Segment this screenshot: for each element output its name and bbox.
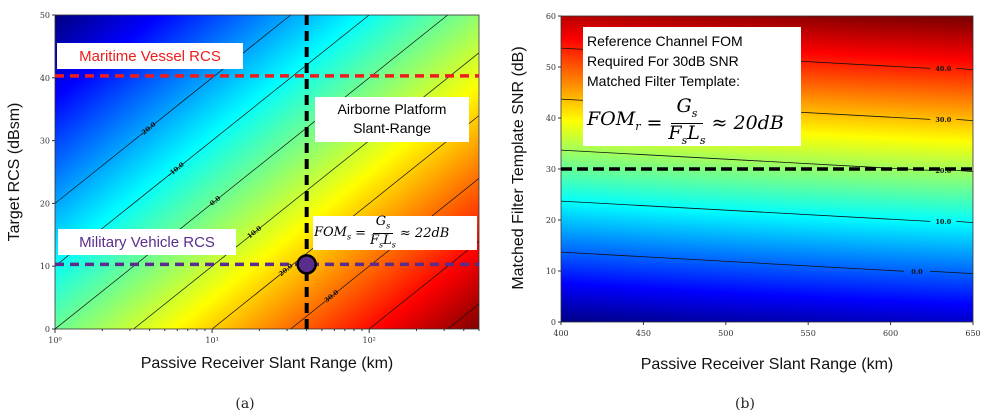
ytick-label-a: 10 — [40, 262, 50, 271]
xlabel-b: Passive Receiver Slant Range (km) — [641, 356, 894, 373]
ytick-label-a: 40 — [40, 74, 50, 83]
contour-label-a: 30.0 — [323, 288, 341, 304]
contour-line-a — [447, 303, 479, 329]
plot-frame-a — [54, 14, 480, 330]
formula-a-box: FOMs = Gs FsLs ≈ 22dB — [313, 213, 477, 250]
airborne-label-line1: Airborne Platform — [337, 101, 447, 117]
airborne-label-line2: Slant-Range — [353, 120, 431, 136]
ylabel-a: Target RCS (dBsm) — [6, 103, 23, 242]
contour-line-b — [561, 200, 931, 222]
caption-b: (b) — [735, 396, 755, 412]
ytick-label-b: 30 — [546, 165, 556, 174]
contour-line-b — [561, 149, 931, 171]
reference-text-line2: Required For 30dB SNR — [587, 53, 739, 69]
ytick-label-b: 10 — [546, 267, 556, 276]
contour-line-b — [956, 67, 973, 71]
contour-label-a: 0.0 — [208, 194, 222, 208]
contour-line-a — [55, 15, 448, 329]
contour-line-a — [290, 178, 479, 329]
formula-b: FOMr = Gs FsLs ≈ 20dB — [587, 95, 784, 147]
military-label-box: Military Vehicle RCS — [58, 229, 236, 255]
maritime-label-box: Maritime Vessel RCS — [57, 43, 243, 69]
contour-line-b — [956, 169, 973, 173]
reference-text-line3: Matched Filter Template: — [587, 73, 741, 89]
ytick-label-b: 20 — [546, 216, 556, 225]
contour-line-a — [55, 15, 291, 204]
xtick-label-b: 600 — [883, 329, 898, 338]
ytick-label-b: 0 — [551, 318, 556, 327]
xlabel-a: Passive Receiver Slant Range (km) — [141, 355, 394, 372]
ytick-label-a: 20 — [40, 199, 50, 208]
contour-line-b — [956, 118, 973, 122]
contour-line-a — [368, 240, 479, 329]
xtick-label-b: 550 — [801, 329, 816, 338]
contour-label-a: -10.0 — [166, 160, 186, 178]
maritime-label: Maritime Vessel RCS — [79, 47, 221, 65]
contour-line-b — [956, 220, 973, 224]
xtick-label-a: 10⁰ — [48, 336, 61, 345]
xtick-label-b: 500 — [718, 329, 733, 338]
airborne-label-box: Airborne Platform Slant-Range — [315, 97, 469, 142]
contour-label-a: 10.0 — [246, 224, 264, 240]
contour-label-b: 0.0 — [911, 268, 923, 276]
xtick-label-a: 10² — [362, 336, 375, 345]
reference-text-line1: Reference Channel FOM — [587, 33, 743, 49]
ytick-label-a: 50 — [40, 11, 50, 20]
operating-point-marker — [296, 254, 317, 275]
xtick-label-b: 650 — [965, 329, 980, 338]
contour-label-b: 30.0 — [935, 116, 951, 124]
contour-line-b — [561, 251, 904, 272]
xtick-label-b: 450 — [636, 329, 651, 338]
formula-a: FOMs = Gs FsLs ≈ 22dB — [314, 213, 450, 250]
reference-fom-box: Reference Channel FOM Required For 30dB … — [583, 27, 801, 147]
contour-label-b: 40.0 — [935, 65, 951, 73]
contour-label-b: 20.0 — [935, 167, 951, 175]
ytick-label-b: 60 — [546, 12, 556, 21]
military-label: Military Vehicle RCS — [79, 233, 215, 251]
contour-line-a — [55, 15, 370, 267]
ytick-label-a: 30 — [40, 137, 50, 146]
ytick-label-a: 0 — [45, 325, 50, 334]
xtick-label-a: 10¹ — [205, 336, 218, 345]
ylabel-b: Matched Filter Template SNR (dB) — [510, 46, 527, 289]
xtick-label-b: 400 — [553, 329, 568, 338]
contour-line-b — [929, 270, 973, 275]
ytick-label-b: 40 — [546, 114, 556, 123]
caption-a: (a) — [235, 396, 254, 412]
contour-label-b: 10.0 — [935, 218, 951, 226]
ytick-label-b: 50 — [546, 63, 556, 72]
contour-label-a: -20.0 — [138, 120, 158, 138]
